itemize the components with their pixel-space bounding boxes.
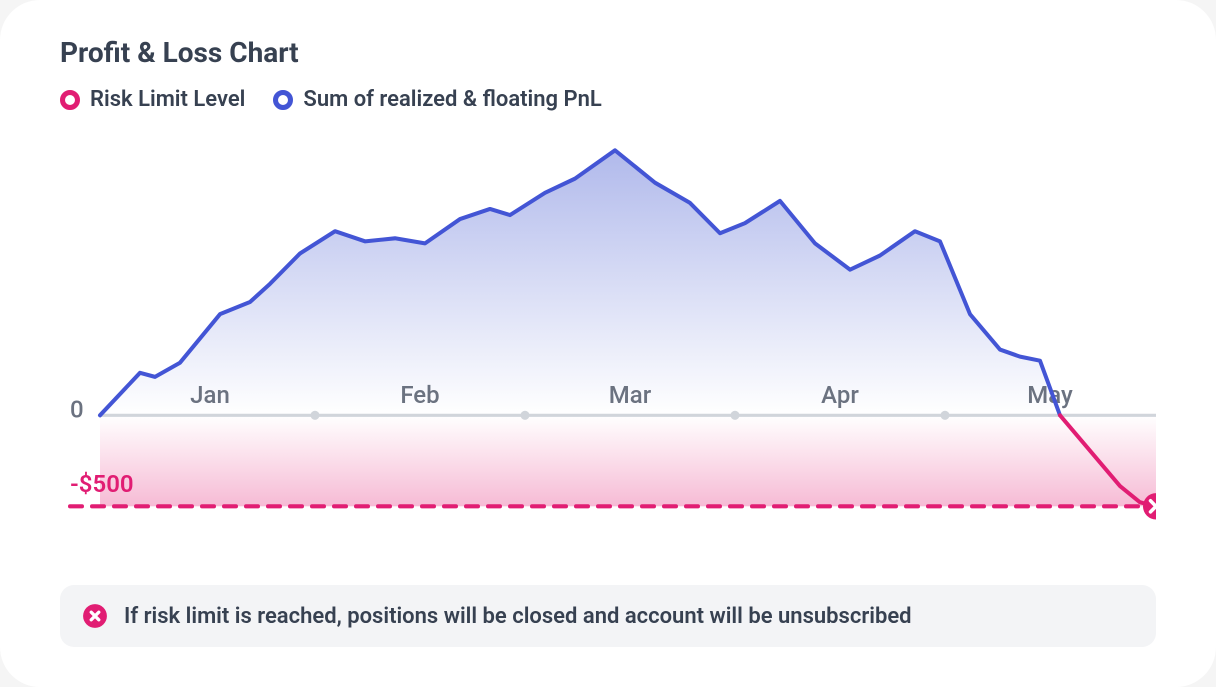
- svg-text:Mar: Mar: [609, 381, 652, 409]
- chart-legend: Risk Limit Level Sum of realized & float…: [60, 87, 1156, 112]
- alert-x-circle-icon: [82, 603, 108, 629]
- pnl-chart-svg: JanFebMarAprMay0-$500: [60, 122, 1156, 567]
- legend-label-pnl: Sum of realized & floating PnL: [303, 87, 601, 112]
- pnl-card: Profit & Loss Chart Risk Limit Level Sum…: [0, 0, 1216, 687]
- svg-text:Jan: Jan: [190, 381, 230, 409]
- pnl-chart: JanFebMarAprMay0-$500: [60, 122, 1156, 567]
- svg-text:Feb: Feb: [400, 381, 439, 409]
- legend-label-risk: Risk Limit Level: [90, 87, 245, 112]
- svg-text:-$500: -$500: [70, 470, 134, 498]
- legend-marker-risk: [60, 90, 80, 110]
- legend-item-risk: Risk Limit Level: [60, 87, 245, 112]
- legend-item-pnl: Sum of realized & floating PnL: [273, 87, 601, 112]
- svg-text:Apr: Apr: [821, 381, 859, 409]
- risk-notice: If risk limit is reached, positions will…: [60, 585, 1156, 647]
- svg-text:0: 0: [70, 395, 84, 423]
- risk-notice-text: If risk limit is reached, positions will…: [124, 604, 912, 629]
- legend-marker-pnl: [273, 90, 293, 110]
- chart-title: Profit & Loss Chart: [60, 36, 1156, 69]
